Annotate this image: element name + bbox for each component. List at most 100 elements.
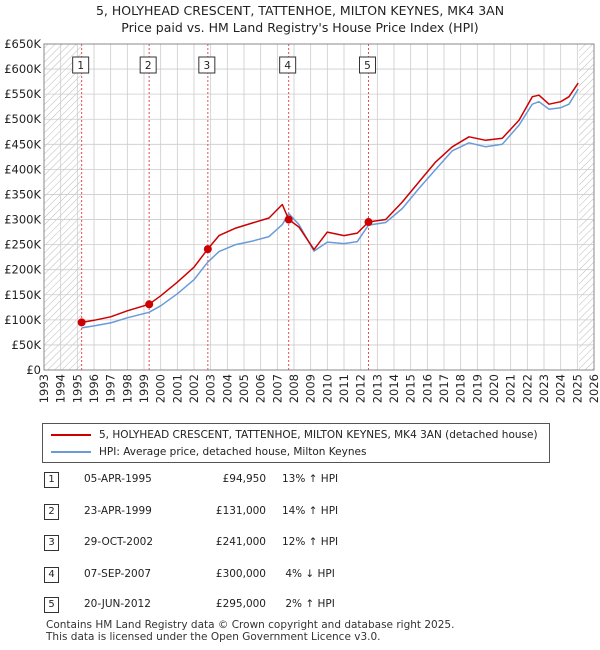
sale-date: 20-JUN-2012 <box>84 598 151 610</box>
sale-row: 4 07-SEP-2007 £300,000 4% ↓ HPI <box>44 567 464 585</box>
x-tick-label: 2003 <box>204 374 218 403</box>
sale-row: 1 05-APR-1995 £94,950 13% ↑ HPI <box>44 472 464 490</box>
title-line-1: 5, HOLYHEAD CRESCENT, TATTENHOE, MILTON … <box>95 3 505 18</box>
hatched-region <box>44 44 82 370</box>
x-tick-label: 2006 <box>254 374 268 403</box>
sale-marker-label: 4 <box>284 60 291 72</box>
x-tick-label: 1997 <box>104 374 118 403</box>
sale-price: £295,000 <box>215 598 266 610</box>
y-tick-label: £500K <box>4 112 41 126</box>
x-tick-label: 2025 <box>570 374 584 403</box>
x-tick-label: 2022 <box>520 374 534 403</box>
hpi-line <box>81 88 579 329</box>
x-tick-label: 2016 <box>420 374 434 403</box>
plot-frame <box>43 43 595 371</box>
x-tick-label: 2007 <box>270 374 284 403</box>
sale-hpi-change: 2% ↑ HPI <box>282 598 335 610</box>
x-tick-label: 2005 <box>237 374 251 403</box>
plot-area <box>44 44 594 370</box>
hatched-region <box>579 44 594 370</box>
x-tick-label: 2011 <box>337 374 351 403</box>
x-tick-label: 1994 <box>54 374 68 403</box>
footer-line-2: This data is licensed under the Open Gov… <box>46 631 381 643</box>
x-tick-label: 2004 <box>220 374 234 403</box>
sale-number-badge: 5 <box>44 597 59 613</box>
x-tick-label: 2002 <box>187 374 201 403</box>
sale-price: £300,000 <box>215 568 266 580</box>
x-tick-label: 1998 <box>120 374 134 403</box>
sale-point <box>145 300 154 309</box>
sale-marker-box <box>198 56 216 74</box>
legend-item-hpi: HPI: Average price, detached house, Milt… <box>51 444 366 460</box>
legend-label-hpi: HPI: Average price, detached house, Milt… <box>99 446 367 458</box>
sale-marker-box <box>359 56 376 74</box>
sale-marker-box <box>72 56 90 74</box>
x-tick-label: 2008 <box>287 374 301 403</box>
legend: 5, HOLYHEAD CRESCENT, TATTENHOE, MILTON … <box>42 423 550 463</box>
y-tick-label: £450K <box>4 137 41 151</box>
y-tick-label: £50K <box>12 338 42 352</box>
x-tick-label: 2015 <box>404 374 418 403</box>
sale-number-badge: 1 <box>44 472 59 488</box>
y-tick-label: £0 <box>26 363 41 377</box>
sale-marker-label: 3 <box>203 60 210 72</box>
sale-number-badge: 2 <box>44 504 59 520</box>
legend-swatch-hpi <box>51 451 91 453</box>
y-tick-label: £350K <box>4 187 41 201</box>
x-tick-label: 1993 <box>37 374 51 403</box>
price-chart: £0 £50K £100K £150K £200K £250K £300K £350K £400… <box>4 37 600 403</box>
footer-line-1: Contains HM Land Registry data © Crown c… <box>46 619 455 631</box>
sale-marker-label: 5 <box>364 60 371 72</box>
sale-row: 3 29-OCT-2002 £241,000 12% ↑ HPI <box>44 535 464 553</box>
footer: Contains HM Land Registry data © Crown c… <box>46 619 454 643</box>
legend-swatch-property <box>51 434 91 436</box>
x-tick-label: 2020 <box>487 374 501 403</box>
sale-date: 29-OCT-2002 <box>84 536 153 548</box>
sale-date: 05-APR-1995 <box>84 473 152 485</box>
x-tick-label: 1996 <box>87 374 101 403</box>
sale-marker-box <box>139 56 157 74</box>
x-tick-label: 2012 <box>354 374 368 403</box>
sale-point <box>203 245 212 254</box>
x-tick-label: 2026 <box>587 374 600 403</box>
y-tick-label: £250K <box>4 238 41 252</box>
x-tick-label: 1999 <box>137 374 151 403</box>
x-tick-label: 2021 <box>504 374 518 403</box>
chart-title: 5, HOLYHEAD CRESCENT, TATTENHOE, MILTON … <box>0 2 600 36</box>
x-tick-label: 2018 <box>454 374 468 403</box>
title-line-2: Price paid vs. HM Land Registry's House … <box>121 20 479 35</box>
sale-price: £241,000 <box>215 536 266 548</box>
sale-price: £94,950 <box>222 473 266 485</box>
sale-row: 5 20-JUN-2012 £295,000 2% ↑ HPI <box>44 597 464 615</box>
y-tick-label: £300K <box>4 213 41 227</box>
x-tick-label: 2017 <box>437 374 451 403</box>
x-tick-label: 2000 <box>154 374 168 403</box>
sale-point <box>77 318 86 327</box>
x-tick-label: 2019 <box>470 374 484 403</box>
x-tick-label: 1995 <box>70 374 84 403</box>
sale-date: 23-APR-1999 <box>84 505 152 517</box>
sale-marker-label: 2 <box>145 60 152 72</box>
x-tick-label: 2010 <box>320 374 334 403</box>
sale-marker-label: 1 <box>77 60 84 72</box>
x-tick-label: 2009 <box>304 374 318 403</box>
sale-number-badge: 4 <box>44 567 59 583</box>
legend-item-property: 5, HOLYHEAD CRESCENT, TATTENHOE, MILTON … <box>51 427 538 443</box>
x-tick-label: 2014 <box>387 374 401 403</box>
x-tick-label: 2024 <box>554 374 568 403</box>
x-tick-label: 2023 <box>537 374 551 403</box>
sale-price: £131,000 <box>215 505 266 517</box>
sale-point <box>364 218 373 227</box>
y-tick-label: £650K <box>4 37 41 51</box>
sale-hpi-change: 4% ↓ HPI <box>282 568 335 580</box>
y-tick-label: £150K <box>4 288 41 302</box>
y-tick-label: £600K <box>4 62 41 76</box>
x-tick-label: 2013 <box>370 374 384 403</box>
y-tick-label: £400K <box>4 162 41 176</box>
sale-point <box>284 215 293 224</box>
property-price-line <box>81 82 579 324</box>
sale-number-badge: 3 <box>44 535 59 551</box>
sale-date: 07-SEP-2007 <box>84 568 152 580</box>
y-tick-label: £200K <box>4 263 41 277</box>
sale-hpi-change: 12% ↑ HPI <box>282 536 339 548</box>
